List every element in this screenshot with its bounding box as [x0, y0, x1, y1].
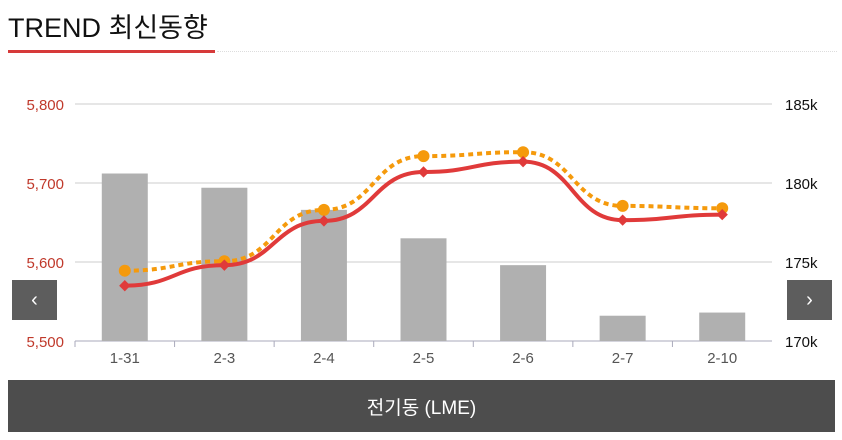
data-point — [218, 259, 231, 271]
bar — [500, 265, 547, 341]
right-tick-label: 180k — [785, 176, 818, 193]
data-point — [716, 208, 728, 221]
x-tick-label: 2-5 — [413, 350, 435, 367]
x-tick-label: 2-10 — [707, 350, 737, 367]
right-tick-label: 170k — [785, 334, 818, 351]
left-tick-label: 5,600 — [26, 255, 64, 272]
title-underline — [8, 50, 215, 53]
bar — [699, 312, 746, 341]
x-tick-label: 2-4 — [313, 350, 335, 367]
x-tick-label: 2-3 — [214, 350, 236, 367]
left-tick-label: 5,700 — [26, 176, 64, 193]
data-point — [417, 166, 430, 178]
x-tick-label: 1-31 — [110, 350, 140, 367]
page-title: TREND 최신동향 — [8, 13, 208, 43]
right-tick-label: 175k — [785, 255, 818, 272]
x-tick-label: 2-6 — [512, 350, 534, 367]
data-point — [616, 199, 629, 212]
data-point — [616, 214, 629, 226]
x-tick-label: 2-7 — [612, 350, 634, 367]
data-point — [318, 215, 330, 227]
divider — [217, 51, 837, 52]
bar — [599, 315, 646, 341]
left-tick-label: 5,800 — [26, 97, 64, 114]
prev-button[interactable]: ‹ — [12, 280, 57, 320]
bar — [300, 209, 347, 341]
data-point — [417, 150, 430, 163]
data-point — [517, 146, 530, 159]
next-button[interactable]: › — [787, 280, 832, 320]
chart: 5,500 170k 5,600 175k 5,700 180k 5,800 185k 1-31… — [26, 97, 818, 367]
bar — [400, 238, 447, 341]
left-tick-label: 5,500 — [26, 334, 64, 351]
data-point — [517, 156, 529, 168]
data-point — [317, 203, 330, 216]
right-tick-label: 185k — [785, 97, 818, 114]
commodity-label: 전기동 (LME) — [8, 380, 835, 432]
bar — [101, 173, 148, 341]
data-point — [716, 202, 729, 215]
data-point — [118, 264, 131, 277]
